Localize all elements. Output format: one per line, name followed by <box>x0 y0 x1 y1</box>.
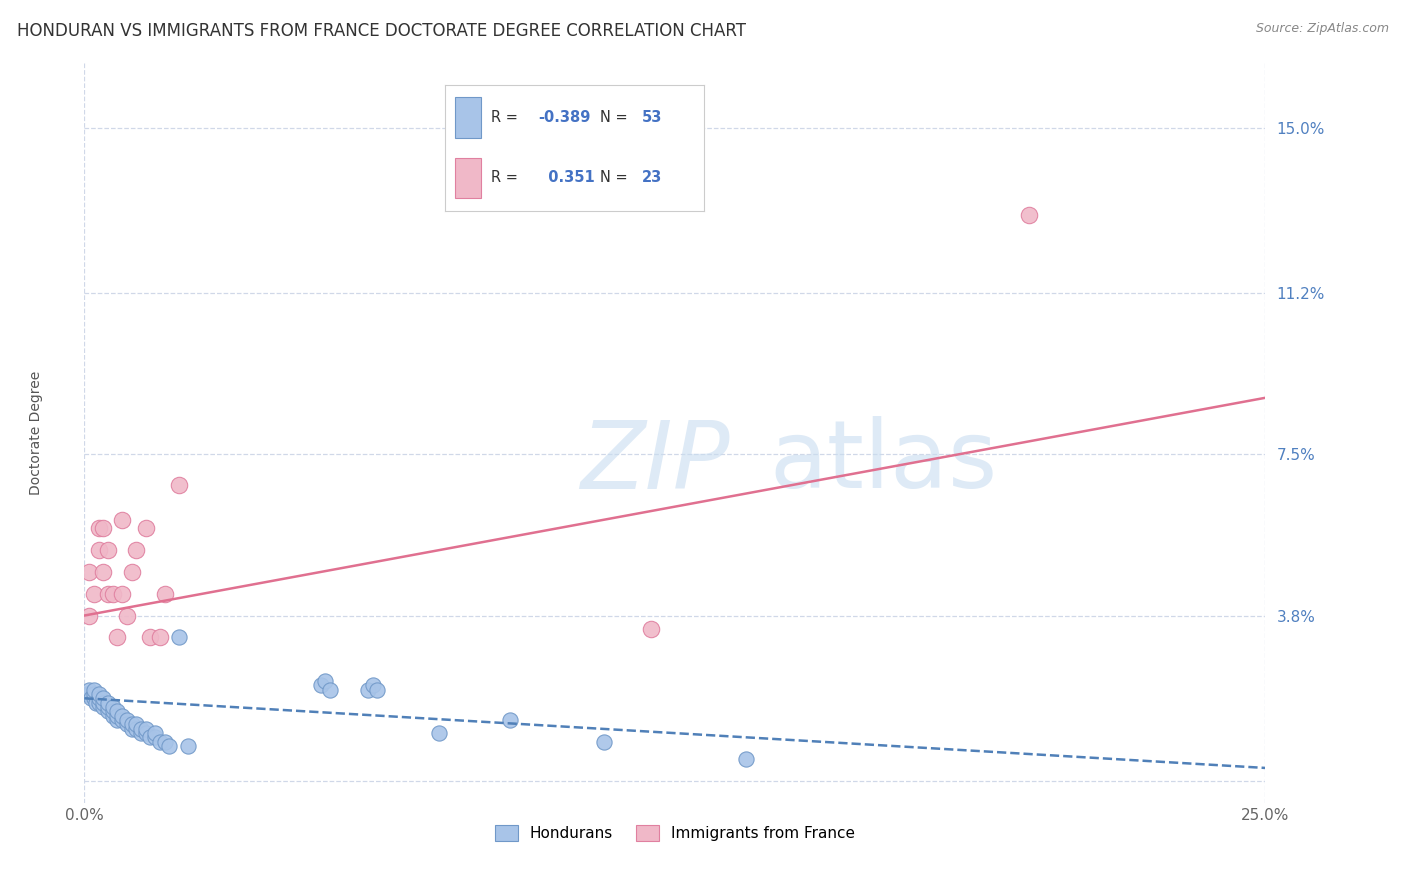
Point <box>107 708 129 723</box>
Point <box>640 622 662 636</box>
Point <box>361 678 384 692</box>
Point <box>97 700 120 714</box>
Point <box>111 513 134 527</box>
Point <box>91 565 114 579</box>
Point <box>129 722 152 736</box>
Point <box>97 543 120 558</box>
Point <box>115 717 138 731</box>
Point <box>125 722 148 736</box>
Point <box>91 521 114 535</box>
Point <box>87 691 110 706</box>
Point <box>143 726 166 740</box>
Point <box>498 713 520 727</box>
Point <box>149 735 172 749</box>
Y-axis label: Doctorate Degree: Doctorate Degree <box>28 370 42 495</box>
Point <box>121 565 143 579</box>
Point <box>83 587 105 601</box>
Point <box>91 696 114 710</box>
Point <box>87 521 110 535</box>
Legend: Hondurans, Immigrants from France: Hondurans, Immigrants from France <box>488 819 862 847</box>
Point <box>87 687 110 701</box>
Point <box>97 704 120 718</box>
Point <box>101 704 124 718</box>
Point <box>83 682 105 697</box>
Point <box>87 543 110 558</box>
Point <box>84 696 107 710</box>
Point <box>107 713 129 727</box>
Point <box>121 722 143 736</box>
Point <box>101 708 124 723</box>
Point <box>427 726 450 740</box>
Text: ZIP: ZIP <box>581 417 730 508</box>
Point <box>593 735 616 749</box>
Point <box>101 587 124 601</box>
Point <box>139 630 162 644</box>
Point <box>177 739 200 754</box>
Text: HONDURAN VS IMMIGRANTS FROM FRANCE DOCTORATE DEGREE CORRELATION CHART: HONDURAN VS IMMIGRANTS FROM FRANCE DOCTO… <box>17 22 745 40</box>
Point <box>125 543 148 558</box>
Point <box>91 700 114 714</box>
Text: Source: ZipAtlas.com: Source: ZipAtlas.com <box>1256 22 1389 36</box>
Point <box>97 587 120 601</box>
Point <box>153 587 176 601</box>
Point <box>115 608 138 623</box>
Point <box>111 713 134 727</box>
Point <box>139 731 162 745</box>
Point <box>77 565 100 579</box>
Point <box>91 691 114 706</box>
Point <box>135 722 157 736</box>
Point <box>319 682 342 697</box>
Point <box>77 687 100 701</box>
Point <box>167 478 190 492</box>
Point <box>314 673 336 688</box>
Point <box>129 726 152 740</box>
Point <box>77 608 100 623</box>
Point <box>76 687 98 701</box>
Point <box>309 678 332 692</box>
Point <box>83 687 105 701</box>
Point <box>135 521 157 535</box>
Point <box>115 713 138 727</box>
Point <box>1018 208 1040 222</box>
Point <box>107 704 129 718</box>
Point <box>125 717 148 731</box>
Point <box>121 717 143 731</box>
Point <box>167 630 190 644</box>
Point <box>107 630 129 644</box>
Point <box>80 691 103 706</box>
Point <box>734 752 756 766</box>
Point <box>111 708 134 723</box>
Point <box>87 696 110 710</box>
Point <box>157 739 180 754</box>
Point <box>101 700 124 714</box>
Point <box>97 696 120 710</box>
Point <box>111 587 134 601</box>
Point <box>83 691 105 706</box>
Point <box>135 726 157 740</box>
Point <box>143 731 166 745</box>
Point <box>357 682 380 697</box>
Point <box>153 735 176 749</box>
Text: atlas: atlas <box>769 417 998 508</box>
Point <box>77 682 100 697</box>
Point <box>149 630 172 644</box>
Point <box>366 682 388 697</box>
